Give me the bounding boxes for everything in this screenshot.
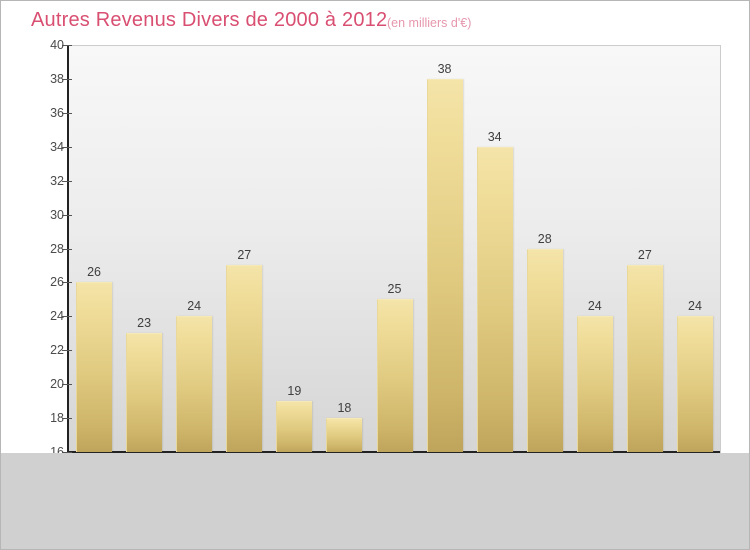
bar[interactable]: [76, 282, 113, 452]
chart-header: Autres Revenus Divers de 2000 à 2012 (en…: [1, 1, 749, 41]
y-axis-label: 30: [50, 207, 64, 222]
bar-group: 182005: [326, 45, 363, 471]
bar-group: 272003: [226, 45, 263, 471]
y-axis-tick: [62, 214, 72, 216]
footer-fill: [1, 453, 749, 471]
y-axis-label: 34: [50, 139, 64, 154]
y-axis-tick: [62, 180, 72, 182]
bar-value-label: 26: [87, 265, 101, 280]
bar[interactable]: [426, 78, 463, 452]
page-title: Autres Revenus Divers de 2000 à 2012: [31, 9, 388, 31]
bar-group: 232001: [126, 45, 163, 471]
y-axis-tick: [62, 248, 72, 250]
bar[interactable]: [376, 299, 413, 452]
x-axis-line: [67, 451, 720, 453]
y-axis-label: 20: [50, 377, 64, 392]
bar-group: 242002: [176, 45, 213, 471]
bar-group: 342008: [476, 45, 513, 471]
bar-value-label: 34: [487, 129, 502, 144]
y-axis-label: 18: [50, 411, 64, 426]
y-axis-tick: [62, 384, 72, 386]
bar[interactable]: [676, 316, 713, 452]
bar-group: 192004: [276, 45, 313, 471]
bar-value-label: 19: [287, 384, 302, 399]
y-axis-tick: [62, 282, 72, 284]
y-axis-tick: [62, 418, 72, 420]
bar-group: 262000: [76, 45, 113, 471]
y-axis-label: 26: [50, 275, 64, 290]
y-axis-label: 32: [50, 173, 64, 188]
y-axis-tick: [62, 350, 72, 352]
y-axis-tick: [62, 112, 72, 114]
y-axis-label: 38: [50, 71, 64, 86]
bars-layer: 262000 232001 242002 272003 192004 182005 2520…: [69, 45, 720, 471]
bar-value-label: 24: [187, 299, 202, 314]
bar[interactable]: [226, 265, 263, 452]
y-axis-label: 28: [50, 241, 64, 256]
y-axis-label: 40: [50, 38, 64, 52]
y-axis-tick: [62, 45, 72, 46]
bar-group: 242010: [576, 45, 613, 471]
bar[interactable]: [176, 316, 213, 452]
y-axis-label: 36: [50, 105, 64, 120]
bar-group: 252006: [376, 45, 413, 471]
bar-value-label: 24: [688, 299, 702, 314]
bar[interactable]: [576, 316, 613, 452]
chart-subtitle: (en milliers d'€): [387, 16, 472, 30]
y-axis-tick: [62, 146, 72, 148]
bar-group: 272011: [626, 45, 663, 471]
bar-value-label: 25: [387, 282, 402, 297]
y-axis-tick: [62, 452, 72, 453]
y-axis-tick: [62, 78, 72, 80]
bar-value-label: 28: [537, 231, 552, 246]
bar[interactable]: [476, 146, 513, 452]
bar-group: 242012: [676, 45, 713, 471]
bar[interactable]: [626, 265, 663, 452]
bar-value-label: 24: [587, 299, 602, 314]
bar[interactable]: [276, 401, 313, 452]
bar-value-label: 27: [237, 248, 252, 263]
bar-group: 382007: [426, 45, 463, 471]
y-axis-tick: [62, 316, 72, 318]
bar-value-label: 23: [137, 316, 152, 331]
bar-value-label: 38: [437, 61, 452, 76]
bar[interactable]: [526, 248, 563, 452]
y-axis-label: 22: [50, 343, 64, 358]
bar[interactable]: [326, 418, 363, 452]
bar[interactable]: [126, 333, 163, 452]
bar-value-label: 18: [337, 401, 352, 416]
bar-group: 282009: [526, 45, 563, 471]
bar-value-label: 27: [637, 248, 652, 263]
y-axis-label: 24: [50, 309, 64, 324]
chart-footer: TILLOY-FLORIVILLE Proxiti: [1, 471, 749, 549]
